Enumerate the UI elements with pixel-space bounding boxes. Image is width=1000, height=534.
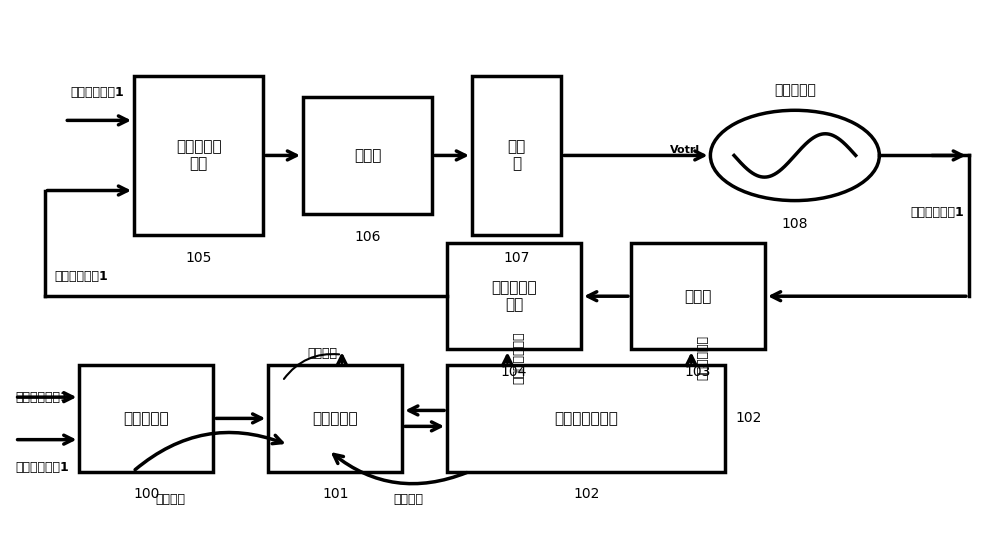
Text: 100: 100 [133,488,160,501]
Text: 数字时间转
换器: 数字时间转 换器 [491,280,537,312]
Text: 控制信号产生器: 控制信号产生器 [554,411,618,426]
Bar [447,243,581,349]
Text: 103: 103 [685,365,711,379]
Text: 106: 106 [354,230,381,244]
Text: 参考时钟信号1: 参考时钟信号1 [16,461,69,474]
Text: 误差信号: 误差信号 [156,493,186,506]
Bar [79,365,213,472]
Text: 误差取出器: 误差取出器 [124,411,169,426]
Text: 第一鉴频鉴
相器: 第一鉴频鉴 相器 [176,139,221,171]
Text: 102: 102 [573,488,599,501]
Text: 107: 107 [503,251,530,265]
Text: Votrl: Votrl [670,145,700,155]
Text: 电荷泵: 电荷泵 [354,148,381,163]
Text: 高速时钟信号1: 高速时钟信号1 [910,206,964,219]
Text: 108: 108 [782,216,808,231]
Bar [303,97,432,214]
Text: 102: 102 [735,411,762,426]
Text: 校准增益: 校准增益 [394,493,424,506]
Text: 滤波
器: 滤波 器 [507,139,526,171]
Text: 反馈分频信号1: 反馈分频信号1 [16,391,69,404]
Bar [631,243,765,349]
Text: 105: 105 [185,251,212,265]
Text: 分频器: 分频器 [684,289,712,304]
Text: 101: 101 [322,488,348,501]
Text: 104: 104 [501,365,527,379]
Text: 参考时钟信号1: 参考时钟信号1 [70,86,124,99]
Text: 反馈分频信号1: 反馈分频信号1 [54,270,108,283]
Text: 均方校准器: 均方校准器 [312,411,358,426]
Bar [472,76,561,235]
Text: 压控振荡器: 压控振荡器 [774,83,816,97]
Bar [268,365,402,472]
Text: 转换器控制信号: 转换器控制信号 [512,331,525,383]
Text: 分频器控制码: 分频器控制码 [696,335,709,380]
Text: 累加噪声: 累加噪声 [307,347,337,360]
Bar [134,76,263,235]
Bar [447,365,725,472]
